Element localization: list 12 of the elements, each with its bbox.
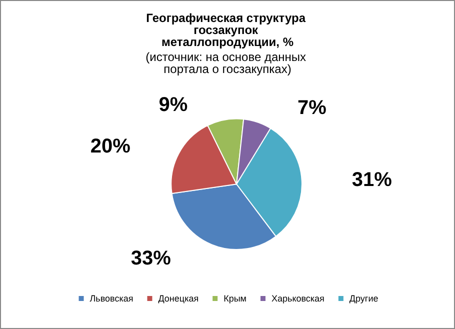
legend-label: Донецкая (158, 294, 199, 304)
data-label: 9% (158, 94, 188, 116)
legend-label: Львовская (90, 294, 134, 304)
chart-subtitle: (источник: на основе данных портала о госзакупках) (146, 50, 310, 76)
data-label: 31% (352, 169, 392, 192)
data-label: 7% (297, 97, 327, 120)
legend-label: Крым (224, 294, 246, 304)
legend-label: Другие (349, 294, 378, 304)
data-label: 33% (130, 247, 172, 270)
chart-title: Географическая структура госзакупок металлопродукции, % (146, 11, 309, 49)
legend-label: Харьковская (271, 294, 325, 304)
data-label: 20% (90, 136, 131, 158)
